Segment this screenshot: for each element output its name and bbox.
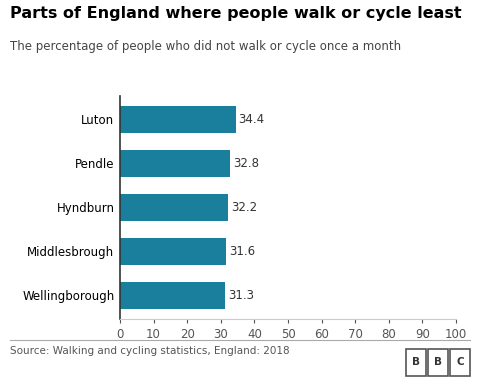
Text: 31.6: 31.6 [229,245,255,258]
Text: B: B [434,358,442,367]
Bar [120,238,226,265]
Bar [120,150,230,177]
Text: 32.2: 32.2 [231,201,257,214]
Bar [120,282,225,309]
Text: 32.8: 32.8 [233,157,259,170]
Text: B: B [412,358,420,367]
Bar [120,194,228,220]
Text: The percentage of people who did not walk or cycle once a month: The percentage of people who did not wal… [10,40,401,53]
Text: Source: Walking and cycling statistics, England: 2018: Source: Walking and cycling statistics, … [10,346,289,356]
Text: Parts of England where people walk or cycle least: Parts of England where people walk or cy… [10,6,461,21]
Bar [120,106,236,132]
Text: 31.3: 31.3 [228,289,254,302]
Text: 34.4: 34.4 [238,113,264,126]
Text: C: C [456,358,464,367]
